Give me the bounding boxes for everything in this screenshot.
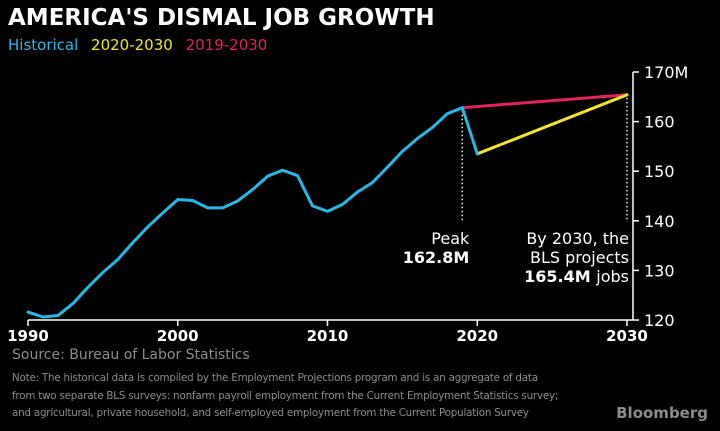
y-tick-label: 160 [644,113,675,132]
projection-annotation-line: 165.4M jobs [524,267,629,286]
x-tick-label: 2000 [157,327,199,345]
note-line: from two separate BLS surveys: nonfarm p… [12,389,559,402]
note-text: Note: The historical data is compiled by… [12,370,612,423]
series-line-historical [26,106,479,319]
peak-annotation-line: 162.8M [403,248,470,267]
y-tick-label: 170M [644,63,688,82]
projection-annotation-line: By 2030, the [526,229,629,248]
note-line: and agricultural, private household, and… [12,407,529,419]
legend-item-2019-2030: 2019-2030 [185,36,268,54]
projection-unit: jobs [595,267,629,286]
legend: Historical 2020-2030 2019-2030 [8,35,275,55]
annotation-guides [461,97,628,222]
legend-item-2020-2030: 2020-2030 [91,36,173,54]
x-tick-label: 2020 [456,327,498,345]
chart-title: AMERICA'S DISMAL JOB GROWTH [8,5,435,31]
x-tick-label: 2010 [307,327,349,345]
legend-item-historical: Historical [8,36,79,54]
bloomberg-logo: Bloomberg [616,404,708,422]
x-tick-label: 2030 [606,327,648,345]
series-line-2020-2030 [475,93,629,156]
peak-annotation-line: Peak [431,229,470,248]
y-tick-label: 140 [644,212,675,231]
axis-ticks: 1990 2000 2010 2020 2030 170M 160 150 140 130 120 [7,63,688,345]
y-tick-label: 150 [644,162,675,181]
series-line-2019-2030 [460,93,629,110]
y-tick-label: 130 [644,261,675,280]
x-tick-label: 1990 [7,327,49,345]
note-line: Note: The historical data is compiled by… [12,372,538,384]
projection-annotation-line: BLS projects [530,248,629,267]
projection-value: 165.4M [524,267,596,286]
source-text: Source: Bureau of Labor Statistics [12,347,250,363]
y-tick-label: 120 [644,311,675,330]
series-lines [26,93,629,319]
